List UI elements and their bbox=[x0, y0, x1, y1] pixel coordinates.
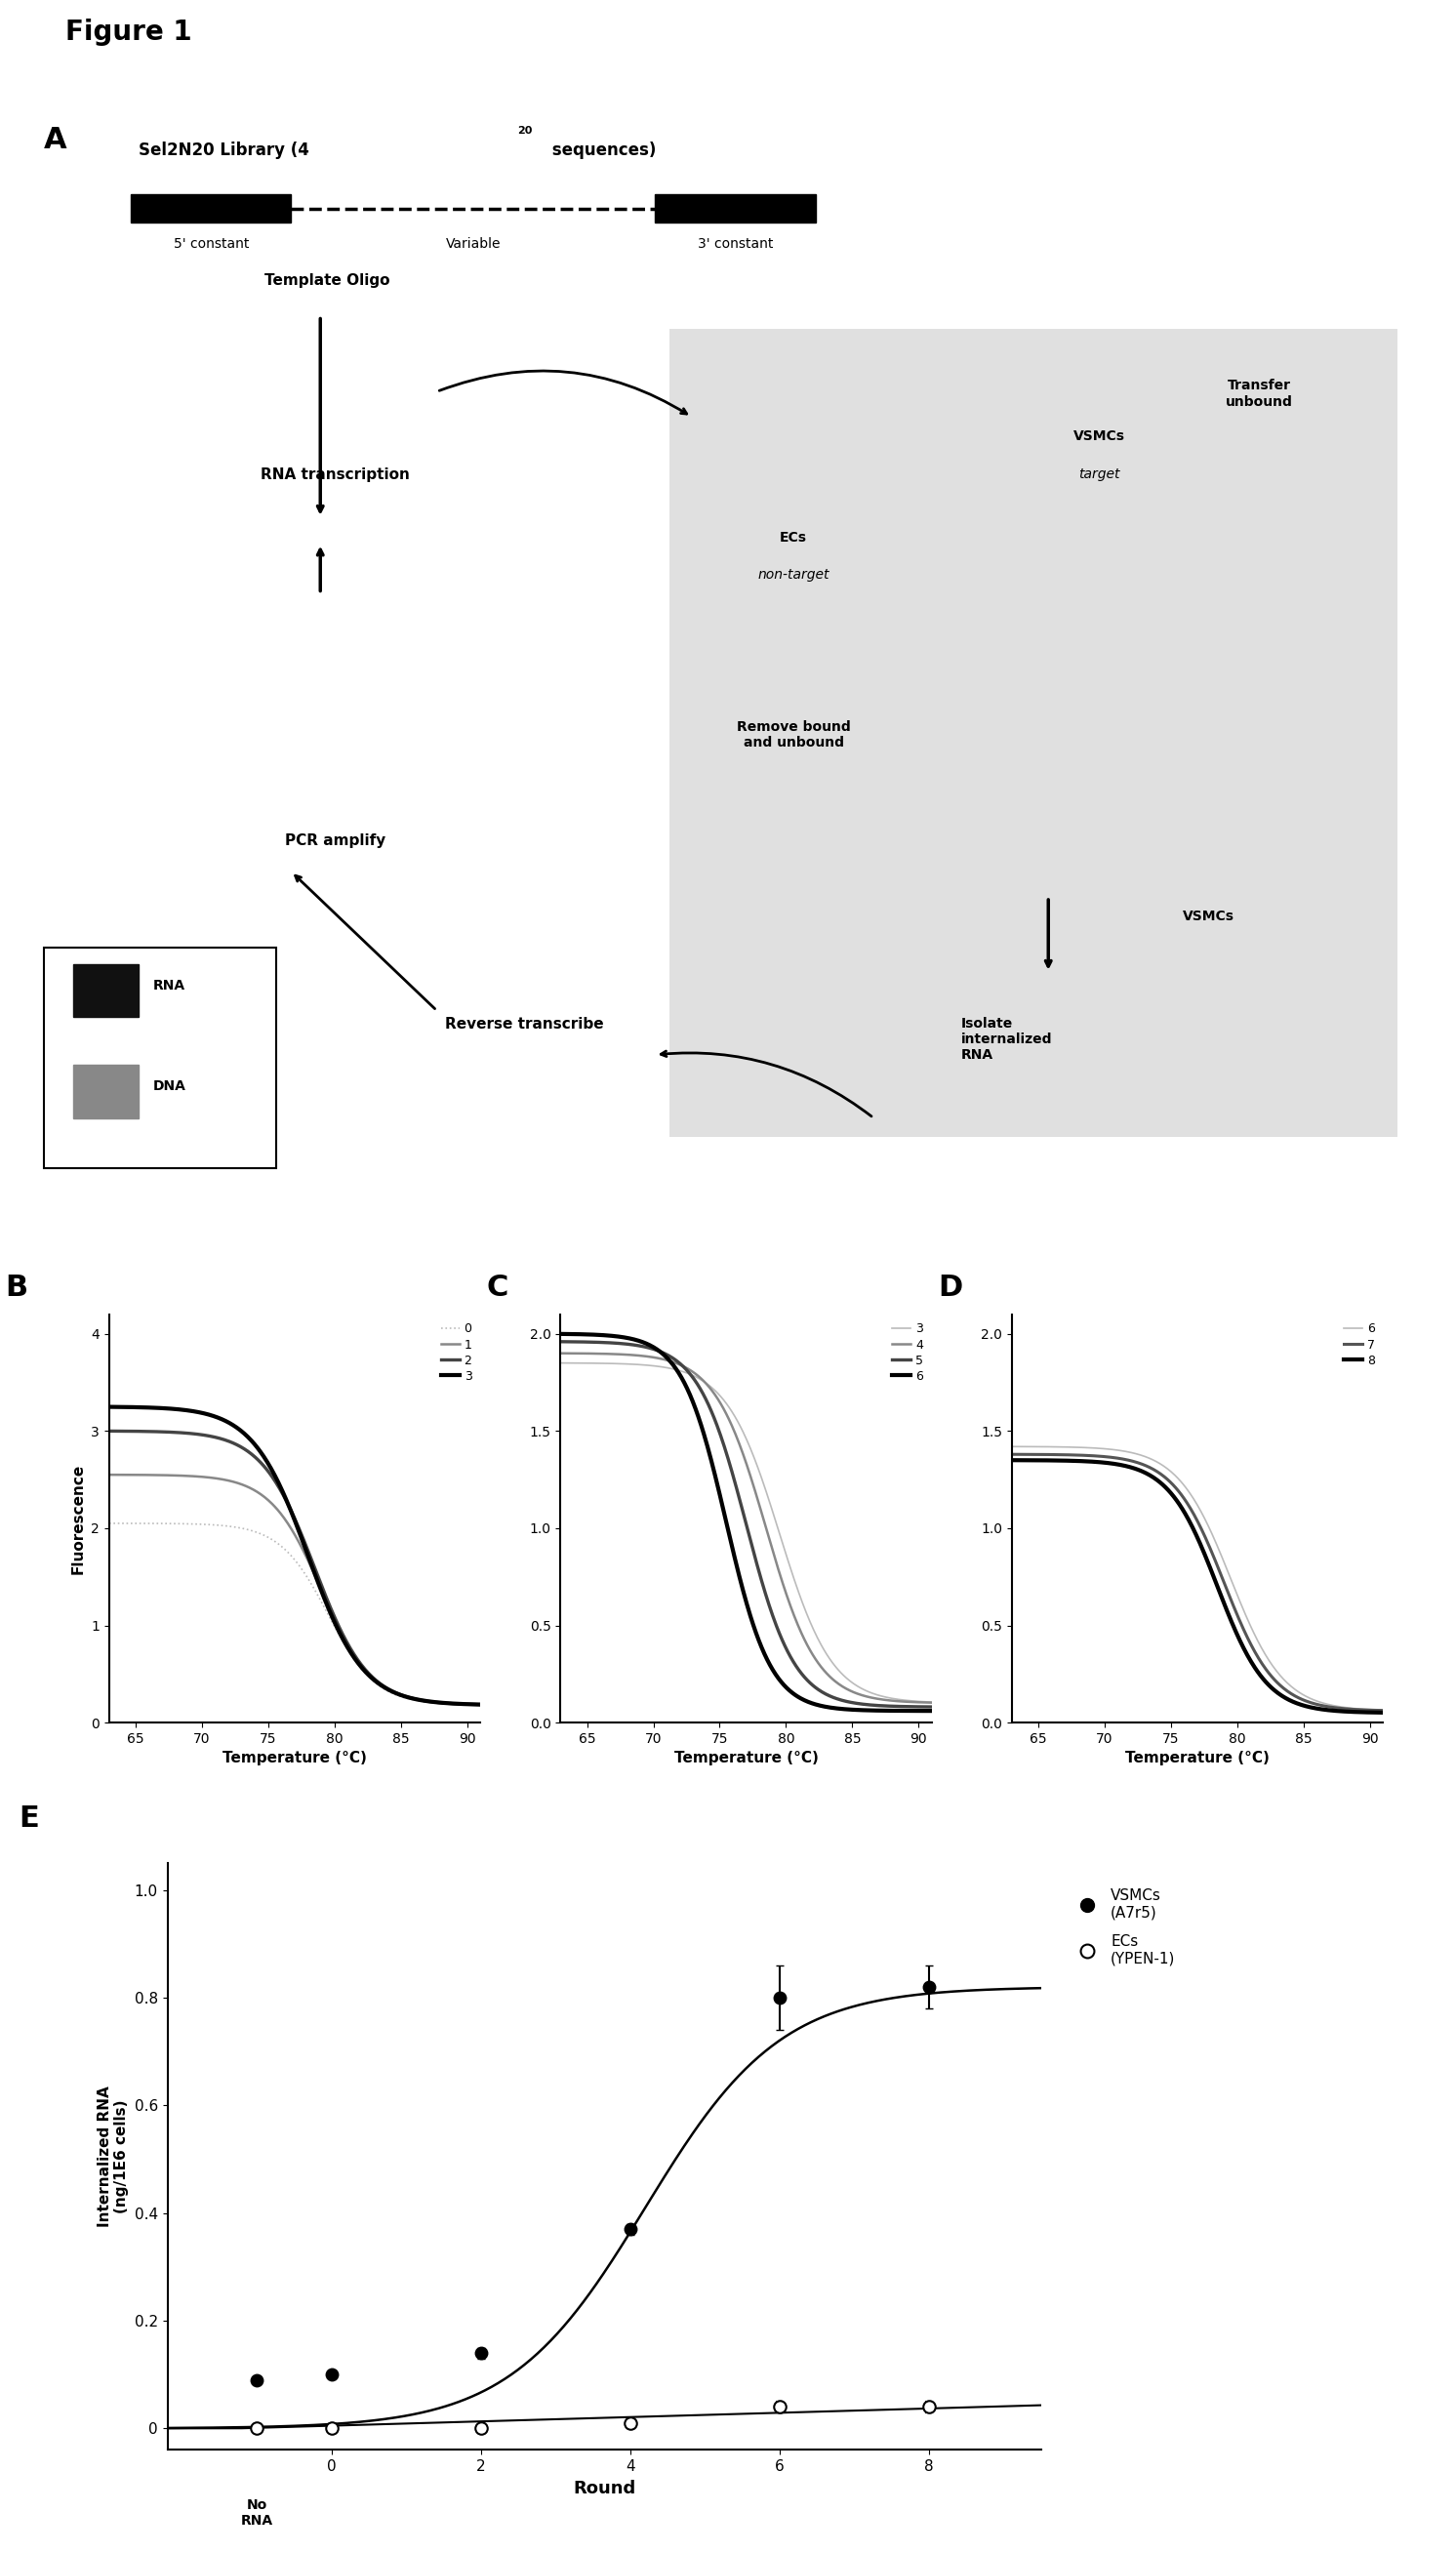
Y-axis label: Fluorescence: Fluorescence bbox=[71, 1462, 86, 1575]
Text: ECs: ECs bbox=[780, 531, 807, 544]
Text: B: B bbox=[6, 1273, 28, 1302]
Text: DNA: DNA bbox=[153, 1079, 186, 1092]
Text: RNA: RNA bbox=[153, 977, 185, 993]
Text: Variable: Variable bbox=[446, 237, 501, 250]
Text: D: D bbox=[938, 1273, 962, 1302]
Text: VSMCs: VSMCs bbox=[1182, 909, 1235, 924]
Text: target: target bbox=[1079, 467, 1120, 482]
Text: non-target: non-target bbox=[757, 569, 830, 582]
Text: 5' constant: 5' constant bbox=[173, 237, 249, 250]
Bar bbox=[655, 194, 815, 222]
Text: Reverse transcribe: Reverse transcribe bbox=[446, 1016, 603, 1031]
Bar bbox=[73, 1064, 138, 1118]
Legend: VSMCs
(A7r5), ECs
(YPEN-1): VSMCs (A7r5), ECs (YPEN-1) bbox=[1066, 1883, 1181, 1973]
Text: sequences): sequences) bbox=[546, 140, 655, 158]
Bar bbox=[44, 947, 277, 1169]
Text: Remove bound
and unbound: Remove bound and unbound bbox=[737, 720, 850, 750]
Text: VSMCs: VSMCs bbox=[1073, 429, 1125, 444]
Bar bbox=[670, 329, 1398, 1138]
X-axis label: Temperature (°C): Temperature (°C) bbox=[223, 1751, 367, 1766]
Text: Template Oligo: Template Oligo bbox=[265, 273, 390, 288]
Y-axis label: Internalized RNA
(ng/1E6 cells): Internalized RNA (ng/1E6 cells) bbox=[98, 2085, 130, 2228]
Text: Isolate
internalized
RNA: Isolate internalized RNA bbox=[961, 1016, 1053, 1062]
Bar bbox=[131, 194, 291, 222]
Legend: 6, 7, 8: 6, 7, 8 bbox=[1341, 1319, 1377, 1370]
Legend: 3, 4, 5, 6: 3, 4, 5, 6 bbox=[890, 1319, 926, 1386]
Text: Figure 1: Figure 1 bbox=[66, 18, 192, 46]
Text: C: C bbox=[486, 1273, 508, 1302]
Text: 20: 20 bbox=[517, 128, 531, 135]
Text: Transfer
unbound: Transfer unbound bbox=[1226, 380, 1293, 408]
Bar bbox=[73, 965, 138, 1016]
Text: A: A bbox=[44, 128, 67, 156]
Text: RNA transcription: RNA transcription bbox=[261, 467, 409, 482]
Text: No
RNA: No RNA bbox=[240, 2498, 274, 2526]
Legend: 0, 1, 2, 3: 0, 1, 2, 3 bbox=[438, 1319, 475, 1386]
Text: Sel2N20 Library (4: Sel2N20 Library (4 bbox=[138, 140, 309, 158]
X-axis label: Temperature (°C): Temperature (°C) bbox=[1125, 1751, 1270, 1766]
Text: PCR amplify: PCR amplify bbox=[284, 835, 386, 847]
Text: 3' constant: 3' constant bbox=[697, 237, 773, 250]
X-axis label: Temperature (°C): Temperature (°C) bbox=[674, 1751, 818, 1766]
Text: E: E bbox=[19, 1804, 39, 1832]
X-axis label: Round: Round bbox=[572, 2481, 636, 2496]
